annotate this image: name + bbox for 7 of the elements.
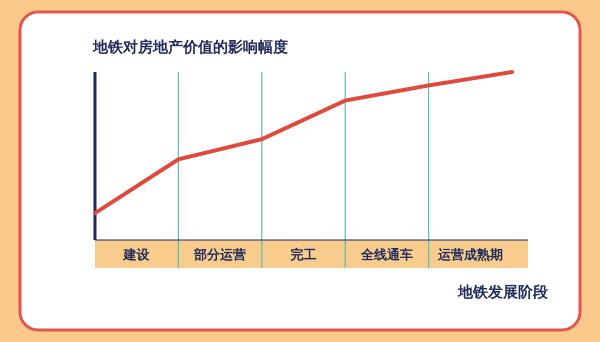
text: 运营成熟期: [436, 247, 503, 263]
text: 全线通车: [360, 247, 413, 263]
text: 建设: [122, 248, 151, 263]
text: 完工: [290, 247, 316, 263]
chart-title: 地铁对房地产价值的影响幅度: [92, 38, 288, 56]
text: 部分运营: [193, 247, 246, 263]
x-axis-title: 地铁发展阶段: [457, 283, 549, 301]
